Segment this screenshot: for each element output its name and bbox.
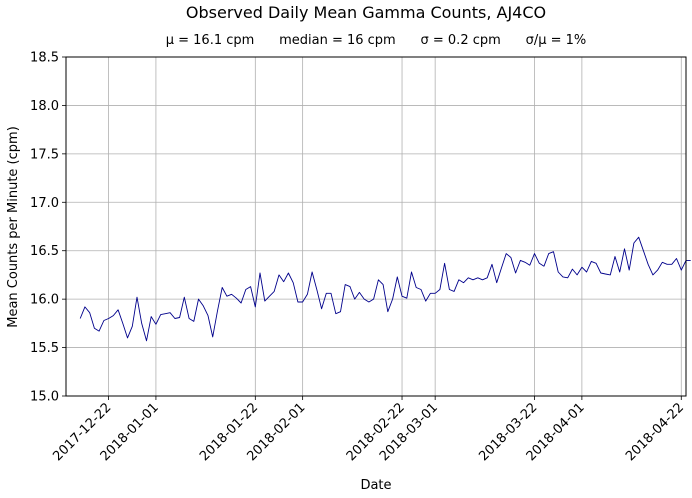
y-tick-label: 15.0 <box>30 390 59 405</box>
y-tick-label: 16.5 <box>30 244 59 259</box>
y-axis: 15.0 15.5 16.0 16.5 17.0 17.5 18.0 18.5 <box>30 51 66 405</box>
chart-title: Observed Daily Mean Gamma Counts, AJ4CO <box>186 3 546 22</box>
chart-subtitle: μ = 16.1 cpm median = 16 cpm σ = 0.2 cpm… <box>166 33 587 48</box>
series-layer <box>79 236 691 342</box>
y-tick-label: 15.5 <box>30 341 59 356</box>
y-tick-label: 16.0 <box>30 293 59 308</box>
series-line <box>79 236 691 342</box>
y-tick-label: 17.5 <box>30 147 59 162</box>
grid-lines <box>66 56 686 397</box>
y-tick-label: 18.0 <box>30 99 59 114</box>
y-tick-label: 17.0 <box>30 196 59 211</box>
plot-frame <box>65 56 687 397</box>
x-axis-label: Date <box>360 478 391 493</box>
y-axis-label: Mean Counts per Minute (cpm) <box>6 126 21 328</box>
y-tick-label: 18.5 <box>30 51 59 66</box>
